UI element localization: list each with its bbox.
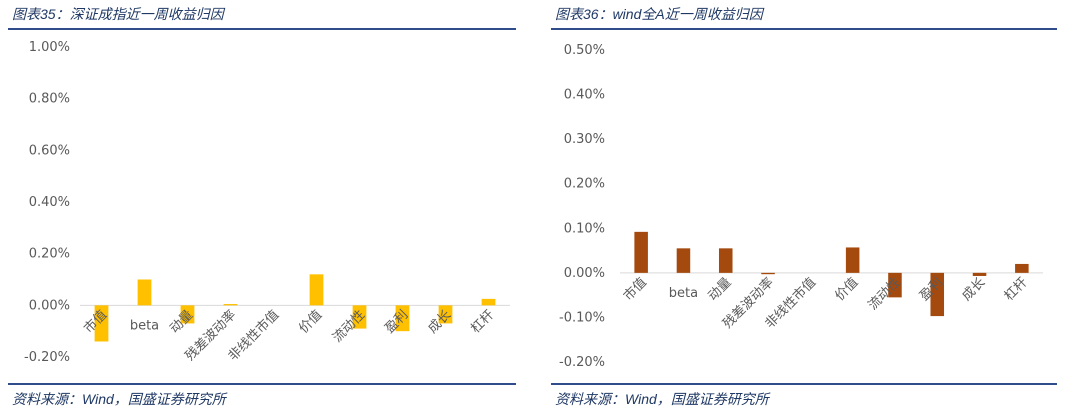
right-y-tick-label: 0.00% [564, 266, 605, 281]
left-source-rule [8, 383, 516, 385]
right-bar-9 [1015, 263, 1029, 273]
left-category-label: 杠杆 [468, 307, 498, 337]
left-bar-9 [481, 298, 496, 306]
left-category-label: 价值 [296, 307, 326, 337]
right-category-label: 价值 [832, 274, 862, 304]
right-bar-7 [930, 272, 945, 317]
left-y-tick-label: 0.80% [29, 92, 70, 107]
right-y-tick-label: 0.10% [564, 221, 605, 236]
left-bar-2 [180, 305, 195, 324]
left-y-tick-label: 0.40% [29, 195, 70, 210]
left-bar-chart: 1.00%0.80%0.60%0.40%0.20%0.00%-0.20%市值 be… [24, 40, 510, 365]
left-bar-3 [223, 304, 238, 306]
right-bar-6 [888, 272, 902, 298]
right-category-label: 杠杆 [1001, 274, 1031, 304]
right-category-label: beta [669, 286, 698, 301]
right-category-label: 成长 [959, 275, 988, 304]
right-category-label: 市值 [620, 274, 650, 304]
left-chart-title: 图表35：深证成指近一周收益归因 [12, 6, 224, 22]
left-bar-0 [94, 305, 109, 342]
right-chart-source: 资料来源：Wind，国盛证券研究所 [555, 391, 769, 407]
left-title-rule [8, 28, 516, 30]
right-bar-2 [718, 248, 733, 273]
left-bar-7 [395, 305, 410, 332]
left-y-tick-label: 1.00% [29, 40, 70, 55]
left-bar-6 [352, 305, 367, 329]
left-y-tick-label: -0.20% [24, 350, 70, 365]
right-bar-0 [634, 231, 648, 273]
right-title-rule [551, 28, 1057, 30]
right-y-tick-label: 0.20% [564, 177, 605, 192]
left-bar-5 [309, 274, 324, 306]
right-bar-chart: 0.50% 0.40% 0.30% 0.20% 0.10% 0.00% -0.10% -0.2… [559, 43, 1043, 370]
left-y-tick-label: 0.00% [29, 298, 70, 313]
right-source-rule [551, 383, 1057, 385]
right-bar-1 [676, 248, 691, 273]
left-category-label: beta [130, 318, 159, 333]
right-chart-title: 图表36：wind全A近一周收益归因 [555, 6, 763, 22]
right-y-tick-label: 0.30% [564, 132, 605, 147]
right-category-label: 动量 [706, 275, 735, 304]
right-bar-5 [845, 247, 860, 273]
left-chart-source: 资料来源：Wind，国盛证券研究所 [12, 391, 226, 407]
right-bar-3 [761, 272, 775, 275]
left-chart-panel: 图表35：深证成指近一周收益归因 1.00% 0.80% 0.60% 0.40% 0.2… [0, 0, 524, 412]
right-bar-8 [972, 272, 987, 276]
left-y-tick-label: 0.20% [29, 247, 70, 262]
right-y-tick-label: 0.50% [564, 43, 605, 58]
left-y-tick-label: 0.60% [29, 143, 70, 158]
left-bar-1 [137, 279, 152, 306]
right-y-tick-label: 0.40% [564, 88, 605, 103]
right-y-tick-label: -0.20% [559, 355, 605, 370]
left-bar-8 [438, 305, 453, 324]
right-y-tick-label: -0.10% [559, 310, 605, 325]
right-chart-panel: 图表36：wind全A近一周收益归因 0.50% 0.40% 0.30% 0.20% 0… [543, 0, 1065, 412]
